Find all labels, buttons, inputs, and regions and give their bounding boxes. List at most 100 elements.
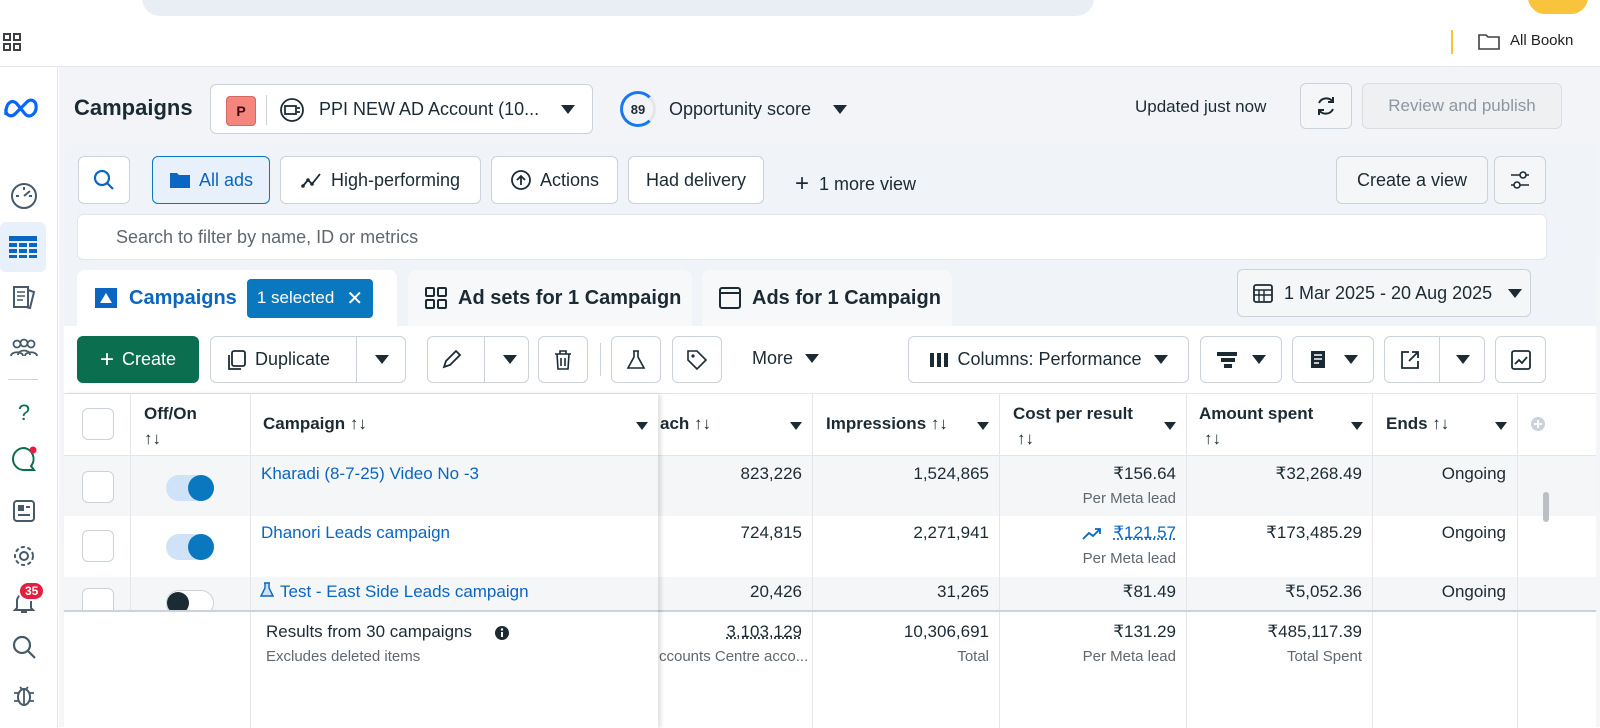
header-reach[interactable]: ach ↑↓ (660, 414, 711, 434)
chevron-down-icon[interactable] (1495, 422, 1507, 430)
view-high-performing[interactable]: High-performing (280, 156, 481, 204)
sort-icon[interactable]: ↑↓ (1017, 429, 1034, 449)
charts-button[interactable] (1495, 336, 1546, 383)
toggle-clip (166, 590, 214, 610)
campaign-toggle-on[interactable] (166, 475, 214, 501)
tab-ad-sets[interactable]: Ad sets for 1 Campaign (408, 270, 692, 326)
header-impressions-label: Impressions (826, 414, 926, 433)
review-and-publish-button[interactable]: Review and publish (1362, 83, 1562, 129)
tab-ads[interactable]: Ads for 1 Campaign (702, 270, 952, 326)
cost-value-link[interactable]: ₹121.57 (1104, 523, 1176, 543)
chevron-down-icon[interactable] (790, 422, 802, 430)
header-cost-per-result[interactable]: Cost per result (1013, 404, 1133, 424)
vertical-scrollbar[interactable] (1543, 492, 1549, 522)
pages-icon[interactable] (6, 279, 42, 315)
selected-chip[interactable]: 1 selected ✕ (247, 279, 373, 318)
settings-gear-icon[interactable] (6, 538, 42, 574)
header-amount-spent[interactable]: Amount spent (1199, 404, 1313, 424)
meta-logo-icon[interactable] (3, 89, 39, 125)
refresh-button[interactable] (1300, 83, 1352, 129)
more-views-button[interactable]: + 1 more view (795, 170, 916, 198)
ab-test-button[interactable] (611, 336, 661, 383)
sort-icon[interactable]: ↑↓ (1204, 429, 1221, 449)
row-checkbox[interactable] (82, 588, 114, 610)
dashboard-gauge-icon[interactable] (6, 178, 42, 214)
folder-icon (169, 171, 191, 189)
edit-button[interactable] (427, 336, 529, 383)
chevron-down-icon[interactable] (1351, 422, 1363, 430)
view-actions[interactable]: Actions (491, 156, 618, 204)
trend-icon (301, 171, 323, 189)
row-checkbox[interactable] (82, 530, 114, 562)
view-settings-button[interactable] (1494, 156, 1546, 204)
sort-icon: ↑↓ (694, 414, 711, 433)
delete-button[interactable] (538, 336, 588, 383)
ends-value: Ongoing (1394, 523, 1506, 543)
campaign-toggle-on[interactable] (166, 534, 214, 560)
view-had-delivery[interactable]: Had delivery (628, 156, 764, 204)
campaign-name-link[interactable]: Dhanori Leads campaign (261, 523, 450, 543)
view-high-performing-label: High-performing (331, 170, 460, 191)
row-checkbox[interactable] (82, 471, 114, 503)
apps-grid-icon[interactable] (2, 32, 22, 52)
export-button[interactable] (1384, 336, 1485, 383)
columns-selector[interactable]: Columns: Performance (908, 336, 1189, 383)
search-icon[interactable] (6, 629, 42, 665)
header-ends[interactable]: Ends ↑↓ (1386, 414, 1449, 434)
chat-feedback-icon[interactable] (6, 441, 42, 477)
folder-icon (1478, 32, 1500, 50)
amount-value: ₹5,052.36 (1214, 582, 1362, 602)
campaign-toggle-off[interactable] (166, 590, 214, 610)
view-all-ads[interactable]: All ads (152, 156, 270, 204)
account-selector[interactable]: P PPI NEW AD Account (10... (210, 84, 593, 134)
search-filter-input[interactable]: Search to filter by name, ID or metrics (77, 214, 1547, 260)
reports-button[interactable] (1292, 336, 1374, 383)
more-actions-button[interactable]: More (752, 348, 819, 369)
info-icon[interactable] (494, 625, 510, 641)
tab-campaigns[interactable]: Campaigns 1 selected ✕ (77, 270, 397, 326)
search-button[interactable] (78, 156, 130, 204)
total-reach[interactable]: 3,103,129 (704, 622, 802, 642)
campaign-name-link[interactable]: Test - East Side Leads campaign (280, 582, 529, 602)
header-offon[interactable]: Off/On (144, 404, 197, 424)
bug-report-icon[interactable] (6, 677, 42, 713)
chevron-down-icon[interactable] (636, 422, 648, 430)
updated-status: Updated just now (1135, 97, 1266, 117)
column-divider (1372, 611, 1373, 728)
chevron-down-icon[interactable] (375, 355, 389, 364)
address-bar[interactable] (142, 0, 1094, 16)
profile-button[interactable] (1528, 0, 1588, 14)
sort-icon[interactable]: ↑↓ (144, 429, 161, 449)
create-view-button[interactable]: Create a view (1336, 156, 1488, 204)
tag-icon (686, 349, 708, 371)
header-campaign[interactable]: Campaign ↑↓ (263, 414, 367, 434)
add-column-icon[interactable] (1530, 416, 1546, 432)
select-all-checkbox[interactable] (82, 408, 114, 440)
grid-icon (424, 286, 448, 310)
date-range-picker[interactable]: 1 Mar 2025 - 20 Aug 2025 (1237, 269, 1531, 317)
duplicate-button[interactable]: Duplicate (210, 336, 406, 383)
ads-reporting-icon[interactable] (6, 493, 42, 529)
chevron-down-icon (1252, 355, 1266, 364)
breakdown-button[interactable] (1200, 336, 1282, 383)
header-impressions[interactable]: Impressions ↑↓ (826, 414, 948, 434)
tags-button[interactable] (672, 336, 722, 383)
campaigns-table-icon[interactable] (0, 222, 46, 272)
sort-icon: ↑↓ (1432, 414, 1449, 433)
header-divider (64, 455, 1596, 456)
chevron-down-icon[interactable] (1456, 355, 1470, 364)
notifications-badge: 35 (18, 581, 45, 601)
bookmark-separator (1451, 30, 1453, 54)
create-button[interactable]: + Create (77, 336, 199, 383)
chevron-down-icon[interactable] (1164, 422, 1176, 430)
close-icon[interactable]: ✕ (346, 286, 363, 311)
all-bookmarks-link[interactable]: All Bookn (1510, 32, 1573, 49)
reach-value: 724,815 (704, 523, 802, 543)
chevron-down-icon[interactable] (977, 422, 989, 430)
trash-icon (552, 349, 574, 371)
campaign-name-link[interactable]: Kharadi (8-7-25) Video No -3 (261, 464, 479, 484)
help-icon[interactable]: ? (6, 395, 42, 431)
chevron-down-icon[interactable] (503, 355, 517, 364)
table-toolbar: + Create Duplicate More (64, 326, 1596, 393)
audiences-icon[interactable] (6, 330, 42, 366)
